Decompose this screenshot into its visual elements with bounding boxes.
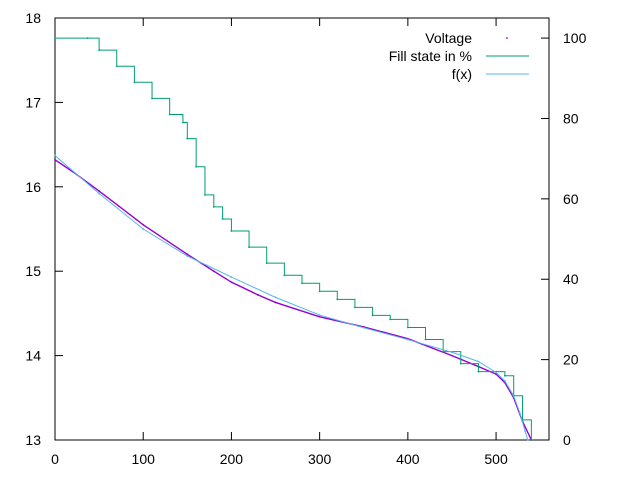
series-voltage-point: [142, 223, 145, 226]
series-fill-state-in-point: [265, 262, 268, 265]
series-fill-state-in-point: [283, 274, 286, 277]
series-fill-state-in-point: [459, 362, 462, 365]
series-voltage-point: [318, 315, 321, 318]
series-fill-state-in-point: [186, 137, 189, 140]
series-f-x-point: [451, 351, 453, 354]
y-axis: 13 14 15 16 17 18: [25, 10, 63, 448]
series-fill-state-in-point: [389, 318, 392, 321]
series-fill-state-in-point: [98, 49, 101, 52]
x-tick-label: 0: [51, 451, 59, 467]
series-fill-state-in-point: [230, 230, 233, 232]
series-fill-state-in-point: [54, 37, 56, 39]
legend-label: f(x): [452, 66, 472, 82]
series-fill-state-in-line: [55, 37, 532, 440]
series-fill-state-in-point: [318, 290, 321, 293]
series-f-x-point: [274, 296, 277, 299]
series-fill-state-in-point: [182, 121, 184, 124]
y2-tick-label: 40: [563, 271, 579, 287]
series-voltage-point: [274, 301, 277, 304]
series-fill-state-in-point: [503, 374, 506, 377]
series-voltage-point: [212, 270, 215, 273]
y-tick-label: 16: [25, 179, 41, 195]
series-fill-state-in-point: [530, 439, 533, 441]
y2-tick-label: 80: [563, 110, 579, 126]
series-fill-state-in-point: [221, 218, 224, 220]
y2-axis: 0 20 40 60 80 100: [541, 30, 587, 448]
series-f-x-point: [524, 430, 527, 433]
legend: Voltage Fill state in % f(x): [389, 30, 529, 82]
series-f-x-point: [495, 371, 497, 374]
series-f-x-point: [186, 255, 189, 257]
series-f-x-point: [526, 439, 529, 441]
series-fill-state-in-point: [354, 306, 356, 309]
legend-swatch: [506, 37, 508, 39]
series-fill-state-in-point: [151, 97, 153, 100]
series-fill-state-in-point: [371, 314, 374, 317]
series-f-x-point: [318, 314, 321, 316]
series-voltage-point: [54, 158, 56, 161]
series-fill-state-in-point: [212, 205, 215, 208]
series-fill-state-in-point: [204, 193, 206, 196]
legend-label: Fill state in %: [389, 48, 472, 64]
series-fill-state-in-point: [168, 113, 171, 116]
series-voltage-line: [54, 159, 532, 441]
y-tick-label: 14: [25, 348, 41, 364]
series-voltage-point: [495, 373, 497, 376]
series-f-x-point: [512, 395, 515, 398]
series-layer: [54, 37, 533, 441]
series-f-x-point: [142, 228, 145, 230]
series-f-x-point: [503, 380, 506, 382]
series-fill-state-in-point: [301, 282, 303, 285]
series-fill-state-in-point: [442, 350, 445, 353]
series-voltage-point: [98, 190, 101, 192]
series-fill-state-in-point: [86, 37, 89, 39]
x-axis: 0 100 200 300 400 500: [51, 18, 508, 467]
series-f-x: [54, 154, 529, 441]
y-tick-label: 17: [25, 94, 41, 110]
legend-label: Voltage: [425, 30, 472, 46]
plot-frame: [54, 17, 550, 441]
series-fill-state-in-point: [406, 326, 409, 329]
series-fill-state-in-point: [424, 338, 427, 341]
x-tick-label: 100: [132, 451, 156, 467]
series-f-x-point: [362, 326, 365, 329]
plot-area: [54, 17, 550, 441]
series-voltage: [54, 158, 533, 441]
series-fill-state-in: [54, 37, 533, 441]
series-voltage-point: [186, 253, 189, 256]
y2-tick-label: 60: [563, 191, 579, 207]
series-voltage-point: [256, 293, 259, 296]
y-tick-label: 13: [25, 432, 41, 448]
x-tick-label: 300: [308, 451, 332, 467]
series-f-x-line: [54, 155, 529, 441]
y-tick-label: 15: [25, 263, 41, 279]
series-fill-state-in-point: [115, 65, 118, 68]
x-tick-label: 500: [484, 451, 508, 467]
series-f-x-point: [54, 154, 56, 157]
y2-tick-label: 0: [563, 432, 571, 448]
y2-tick-label: 100: [563, 30, 587, 46]
series-f-x-point: [518, 412, 521, 414]
series-f-x-point: [98, 192, 101, 195]
series-fill-state-in-point: [477, 370, 480, 373]
x-tick-label: 400: [396, 451, 420, 467]
series-fill-state-in-point: [133, 81, 136, 84]
series-fill-state-in-point: [336, 298, 339, 301]
series-fill-state-in-point: [248, 246, 250, 248]
y2-tick-label: 20: [563, 352, 579, 368]
series-fill-state-in-point: [195, 165, 198, 168]
series-f-x-point: [406, 338, 409, 341]
y-tick-label: 18: [25, 10, 41, 26]
series-voltage-point: [451, 354, 453, 357]
x-tick-label: 200: [220, 451, 244, 467]
series-f-x-point: [477, 360, 480, 363]
series-voltage-point: [230, 281, 233, 284]
series-f-x-point: [230, 276, 233, 279]
